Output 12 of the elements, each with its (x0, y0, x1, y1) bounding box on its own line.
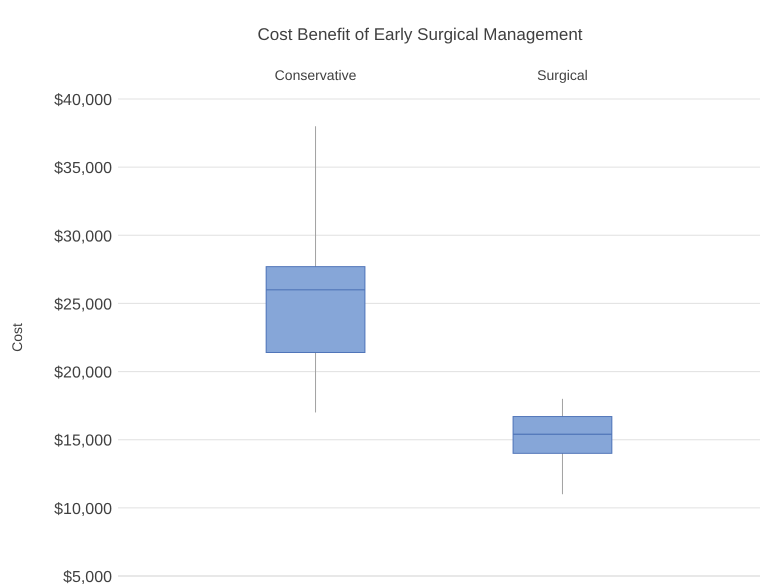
x-tick-label: Conservative (274, 67, 357, 83)
y-tick-label: $5,000 (63, 569, 112, 586)
y-tick-label: $10,000 (54, 500, 112, 518)
y-tick-label: $25,000 (54, 296, 112, 314)
x-tick-label: Surgical (537, 67, 588, 83)
y-axis-title: Cost (9, 323, 25, 352)
y-tick-label: $40,000 (54, 92, 112, 109)
y-tick-label: $30,000 (54, 228, 112, 246)
y-tick-label: $15,000 (54, 432, 112, 450)
chart-title: Cost Benefit of Early Surgical Management (257, 25, 583, 44)
y-tick-label: $35,000 (54, 160, 112, 178)
y-tick-label: $20,000 (54, 364, 112, 382)
